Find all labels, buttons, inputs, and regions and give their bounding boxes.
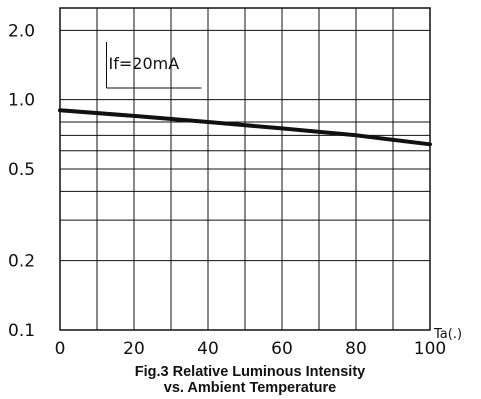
series-group <box>58 108 432 147</box>
x-tick-label: 0 <box>55 339 66 359</box>
x-tick-label: 20 <box>123 339 145 359</box>
x-tick-label: 60 <box>271 339 293 359</box>
plot-frame <box>59 7 431 331</box>
y-tick-labels: 0.1 0.2 0.5 1.0 2.0 <box>8 21 35 341</box>
y-tick-label: 1.0 <box>8 91 35 111</box>
y-tick-label: 0.5 <box>8 160 35 180</box>
chart-caption-line-2: vs. Ambient Temperature <box>164 380 336 396</box>
series-line <box>58 108 432 147</box>
annotation-label: If=20mA <box>109 54 180 73</box>
y-tick-label: 2.0 <box>8 21 35 41</box>
x-tick-label: 100 <box>414 339 446 359</box>
x-tick-label: 40 <box>197 339 219 359</box>
x-axis-label: Ta(.) <box>433 327 462 342</box>
annotation-box: If=20mA <box>106 42 202 89</box>
x-tick-label: 80 <box>345 339 367 359</box>
y-tick-label: 0.1 <box>8 321 35 341</box>
chart-caption-line-1: Fig.3 Relative Luminous Intensity <box>135 364 365 380</box>
x-tick-labels: 0 20 40 60 80 100 <box>55 339 447 359</box>
grid <box>60 8 430 330</box>
y-tick-label: 0.2 <box>8 252 35 272</box>
